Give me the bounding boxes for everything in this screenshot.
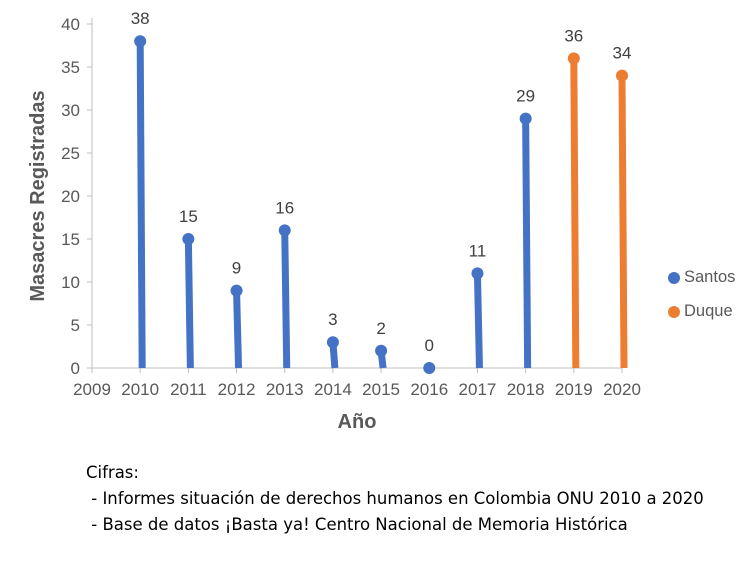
x-tick-label: 2009 bbox=[73, 380, 111, 399]
y-tick-label: 30 bbox=[61, 101, 80, 120]
data-label-santos-2017: 11 bbox=[469, 241, 487, 260]
stem-santos-2017 bbox=[473, 273, 483, 369]
chart-marks: 38 15 9 16 3 2 0 11 29 36 34 bbox=[131, 9, 632, 374]
data-label-duque-2020: 34 bbox=[613, 44, 632, 63]
y-tick-label: 40 bbox=[61, 15, 80, 34]
y-tick-label: 5 bbox=[71, 316, 80, 335]
y-tick-label: 25 bbox=[61, 144, 80, 163]
point-santos-2015 bbox=[375, 344, 388, 357]
data-label-santos-2014: 3 bbox=[328, 310, 337, 329]
stem-duque-2019 bbox=[570, 58, 580, 369]
y-tick-label: 15 bbox=[61, 230, 80, 249]
x-tick-label: 2015 bbox=[362, 380, 400, 399]
data-label-santos-2015: 2 bbox=[376, 319, 385, 338]
source-line: - Informes situación de derechos humanos… bbox=[86, 489, 704, 508]
legend-item-santos: Santos bbox=[668, 268, 735, 287]
x-tick-label: 2018 bbox=[507, 380, 545, 399]
x-tick-label: 2012 bbox=[218, 380, 256, 399]
point-santos-2013 bbox=[278, 224, 291, 237]
data-label-santos-2011: 15 bbox=[179, 207, 198, 226]
x-axis-label: Año bbox=[338, 411, 377, 433]
point-duque-2020 bbox=[616, 69, 628, 82]
legend-item-duque: Duque bbox=[668, 302, 733, 321]
stem-santos-2018 bbox=[522, 118, 532, 369]
point-duque-2019 bbox=[567, 52, 580, 65]
x-tick-label: 2011 bbox=[170, 380, 207, 399]
point-santos-2012 bbox=[230, 284, 243, 297]
x-tick-label: 2017 bbox=[459, 380, 497, 399]
stem-santos-2013 bbox=[281, 230, 291, 369]
data-label-duque-2019: 36 bbox=[564, 26, 583, 45]
x-tick-label: 2016 bbox=[410, 380, 448, 399]
data-label-santos-2018: 29 bbox=[516, 87, 535, 106]
point-santos-2010 bbox=[134, 35, 147, 48]
stem-santos-2010 bbox=[136, 41, 146, 369]
x-tick-label: 2010 bbox=[121, 380, 159, 399]
x-tick-label: 2014 bbox=[314, 380, 352, 399]
stem-duque-2020 bbox=[618, 75, 628, 369]
y-tick-label: 35 bbox=[61, 58, 80, 77]
legend-label-santos: Santos bbox=[684, 268, 736, 286]
sources-heading: Cifras: bbox=[86, 463, 139, 482]
source-line: - Base de datos ¡Basta ya! Centro Nacion… bbox=[86, 515, 628, 534]
legend-marker-santos bbox=[668, 271, 680, 284]
data-label-santos-2016: 0 bbox=[425, 336, 434, 355]
point-santos-2016 bbox=[423, 362, 436, 374]
point-santos-2014 bbox=[326, 336, 339, 349]
legend-marker-duque bbox=[668, 305, 680, 318]
x-tick-label: 2019 bbox=[555, 380, 593, 399]
stem-santos-2011 bbox=[184, 238, 194, 369]
y-tick-label: 10 bbox=[61, 273, 80, 292]
stem-santos-2012 bbox=[233, 290, 243, 369]
point-santos-2018 bbox=[519, 112, 532, 125]
sources-note: Cifras: - Informes situación de derechos… bbox=[86, 460, 704, 538]
y-tick-label: 20 bbox=[61, 187, 80, 206]
data-label-santos-2010: 38 bbox=[131, 9, 150, 28]
legend-label-duque: Duque bbox=[684, 302, 733, 320]
y-axis-label: Masacres Registradas bbox=[27, 90, 49, 301]
point-santos-2011 bbox=[182, 233, 195, 245]
data-label-santos-2013: 16 bbox=[275, 198, 294, 217]
x-tick-label: 2013 bbox=[266, 380, 304, 399]
y-tick-label: 0 bbox=[71, 359, 80, 378]
x-tick-label: 2020 bbox=[603, 380, 641, 399]
point-santos-2017 bbox=[471, 267, 484, 280]
data-label-santos-2012: 9 bbox=[232, 259, 241, 278]
